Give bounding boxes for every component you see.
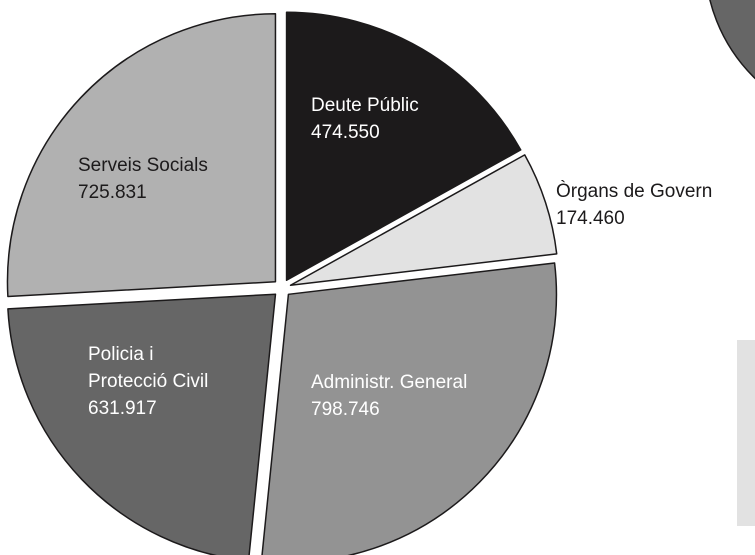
slice-value-3: 631.917 xyxy=(88,398,157,419)
slice-label-3-line-1: Protecció Civil xyxy=(88,371,208,392)
slice-label-1-line-0: Òrgans de Govern xyxy=(556,180,712,202)
slice-label-3: Policia i Protecció Civil 631.917 xyxy=(88,344,208,419)
partial-circle-decoration xyxy=(709,0,755,80)
partial-box-decoration xyxy=(737,340,755,526)
pie-slice-3 xyxy=(7,293,277,555)
slice-value-4: 725.831 xyxy=(78,182,147,203)
slice-label-2: Administr. General 798.746 xyxy=(311,372,467,420)
slice-label-0: Deute Públic 474.550 xyxy=(311,95,419,143)
slice-label-4-line-0: Serveis Socials xyxy=(78,155,208,176)
slice-label-1: Òrgans de Govern 174.460 xyxy=(556,180,712,229)
slice-value-2: 798.746 xyxy=(311,399,380,420)
pie-slice-1 xyxy=(289,154,558,286)
pie-slice-0 xyxy=(285,11,522,281)
slice-label-0-line-0: Deute Públic xyxy=(311,95,419,116)
slice-label-4: Serveis Socials 725.831 xyxy=(78,155,208,203)
slice-label-2-line-0: Administr. General xyxy=(311,372,467,393)
slice-value-1: 174.460 xyxy=(556,208,625,229)
pie-slice-4 xyxy=(6,13,277,298)
slice-label-3-line-0: Policia i xyxy=(88,344,153,365)
pie-slice-2 xyxy=(261,262,558,555)
slice-value-0: 474.550 xyxy=(311,122,380,143)
